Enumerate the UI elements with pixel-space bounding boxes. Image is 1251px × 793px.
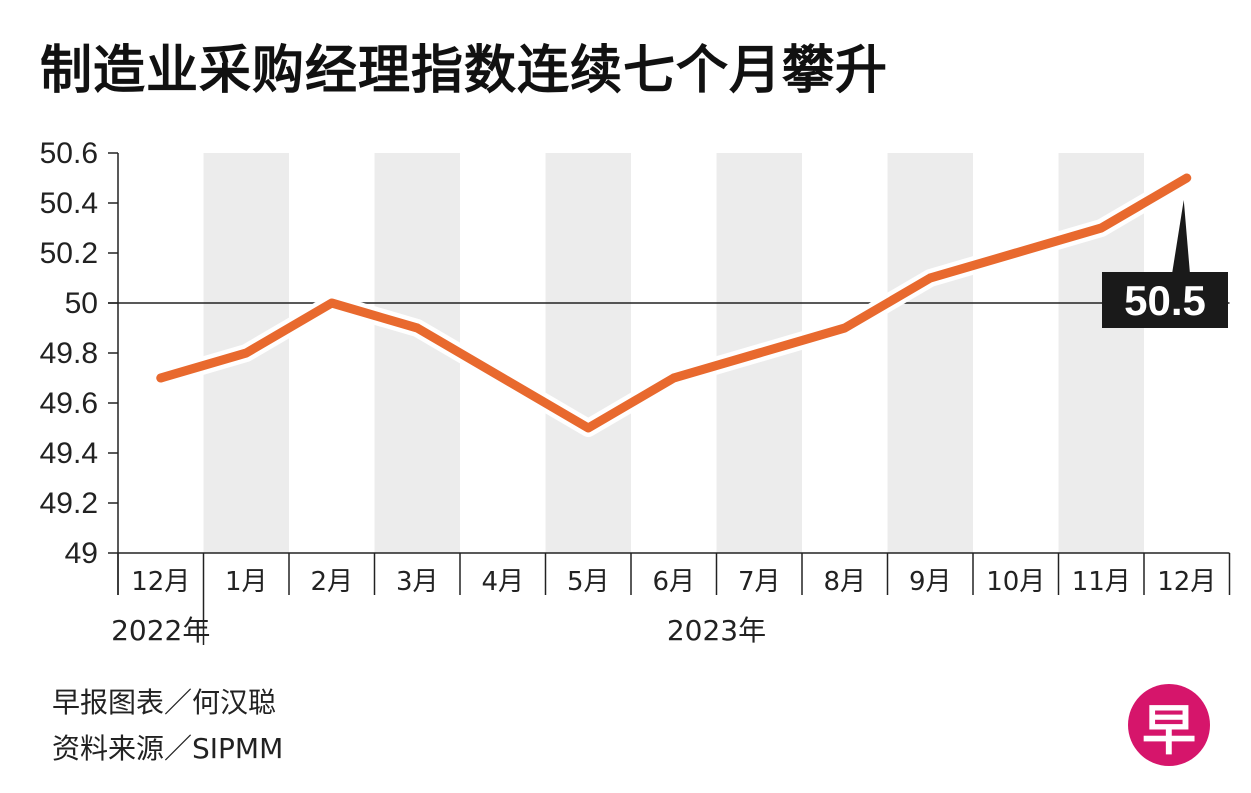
callout-box bbox=[1102, 272, 1228, 328]
x-axis-ticks: 12月 1月 2月 3月 4月 5月 6月 7月 8月 9月 10月 11月 12月 2022年 2023年 bbox=[111, 553, 1231, 647]
last-value-callout: 50.5 bbox=[1102, 200, 1228, 328]
x-tick-label: 12月 bbox=[131, 567, 190, 597]
x-tick-label: 10月 bbox=[986, 567, 1045, 597]
credits: 早报图表／何汉聪 资料来源／SIPMM bbox=[52, 680, 283, 772]
callout-value: 50.5 bbox=[1124, 277, 1206, 324]
x-tick-label: 8月 bbox=[823, 567, 866, 597]
x-tick-label: 3月 bbox=[396, 567, 439, 597]
y-tick-label: 49.4 bbox=[40, 437, 98, 470]
source-credit: 资料来源／SIPMM bbox=[52, 732, 284, 765]
y-tick-label: 50.4 bbox=[40, 187, 98, 220]
x-tick-label: 11月 bbox=[1072, 567, 1131, 597]
band-5 bbox=[545, 153, 631, 553]
author-credit: 早报图表／何汉聪 bbox=[52, 686, 277, 719]
pmi-line-chart: 50.6 50.4 50.2 50 49.8 49.6 49.4 49.2 49 12月 1月 2月… bbox=[40, 137, 1231, 647]
x-tick-label: 7月 bbox=[738, 567, 781, 597]
y-tick-label: 50.6 bbox=[40, 137, 98, 170]
y-tick-label: 50.2 bbox=[40, 237, 98, 270]
alternating-bands bbox=[203, 153, 1144, 553]
x-tick-label: 6月 bbox=[652, 567, 695, 597]
y-tick-label: 49 bbox=[65, 537, 98, 570]
y-tick-label: 49.8 bbox=[40, 337, 98, 370]
y-tick-label: 50 bbox=[65, 287, 98, 320]
y-tick-label: 49.2 bbox=[40, 487, 98, 520]
x-tick-label: 4月 bbox=[481, 567, 524, 597]
y-axis-ticks: 50.6 50.4 50.2 50 49.8 49.6 49.4 49.2 49 bbox=[40, 137, 118, 570]
x-tick-label: 12月 bbox=[1157, 567, 1216, 597]
y-tick-label: 49.6 bbox=[40, 387, 98, 420]
callout-pointer bbox=[1172, 200, 1190, 274]
x-tick-label: 2月 bbox=[310, 567, 353, 597]
pmi-series bbox=[151, 169, 1196, 437]
axes bbox=[108, 153, 1230, 595]
band-9 bbox=[887, 153, 973, 553]
zaobao-logo: 早 bbox=[1128, 684, 1210, 766]
logo-text: 早 bbox=[1142, 698, 1196, 762]
x-tick-label: 1月 bbox=[225, 567, 268, 597]
x-tick-label: 5月 bbox=[567, 567, 610, 597]
x-tick-label: 9月 bbox=[909, 567, 952, 597]
year-label: 2023年 bbox=[667, 614, 766, 647]
chart-title: 制造业采购经理指数连续七个月攀升 bbox=[40, 41, 889, 101]
year-label: 2022年 bbox=[111, 614, 210, 647]
